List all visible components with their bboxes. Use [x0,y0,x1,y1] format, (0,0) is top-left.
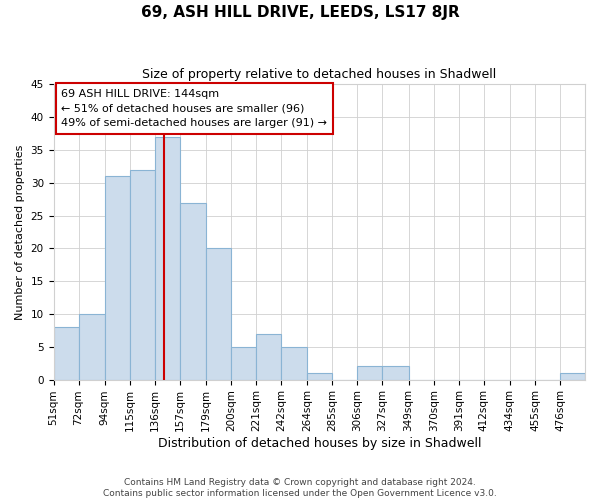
Bar [79,314,105,380]
Bar [206,248,231,380]
Bar [105,176,130,380]
Bar [155,137,180,380]
Bar [560,373,585,380]
Bar [130,170,155,380]
Bar [180,202,206,380]
Text: 69 ASH HILL DRIVE: 144sqm
← 51% of detached houses are smaller (96)
49% of semi-: 69 ASH HILL DRIVE: 144sqm ← 51% of detac… [61,89,328,128]
Bar [307,373,332,380]
X-axis label: Distribution of detached houses by size in Shadwell: Distribution of detached houses by size … [158,437,481,450]
Bar [256,334,281,380]
Bar [53,327,79,380]
Y-axis label: Number of detached properties: Number of detached properties [15,144,25,320]
Bar [231,347,256,380]
Title: Size of property relative to detached houses in Shadwell: Size of property relative to detached ho… [142,68,496,80]
Text: 69, ASH HILL DRIVE, LEEDS, LS17 8JR: 69, ASH HILL DRIVE, LEEDS, LS17 8JR [140,5,460,20]
Bar [382,366,409,380]
Bar [281,347,307,380]
Bar [358,366,382,380]
Text: Contains HM Land Registry data © Crown copyright and database right 2024.
Contai: Contains HM Land Registry data © Crown c… [103,478,497,498]
